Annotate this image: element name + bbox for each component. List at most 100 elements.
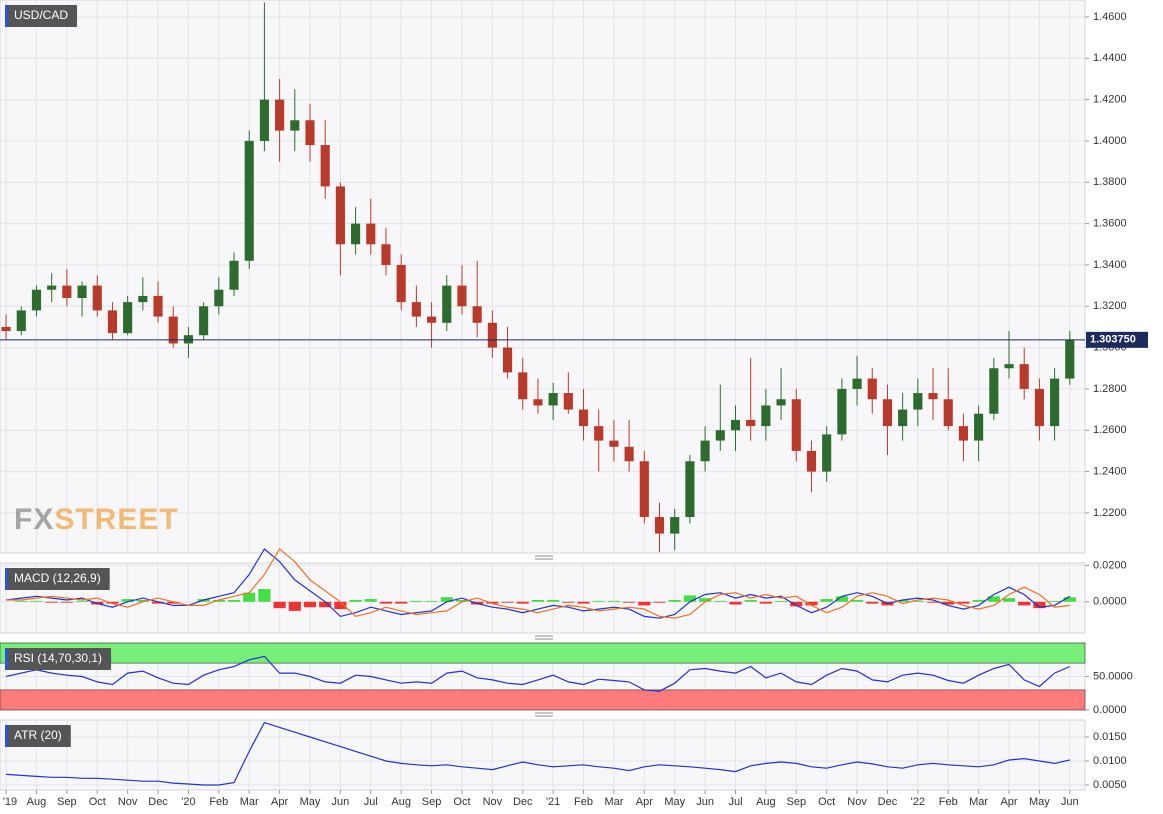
y-tick-label: 0.0000: [1093, 596, 1127, 608]
x-tick-label: Oct: [818, 796, 835, 808]
panel-title-box: [5, 568, 110, 590]
candle-body: [168, 316, 178, 344]
x-tick-label: May: [1029, 796, 1050, 808]
histogram-bar: [775, 600, 788, 602]
histogram-bar: [106, 601, 119, 604]
histogram-bar: [911, 600, 924, 602]
x-tick-label: Mar: [240, 796, 259, 808]
candle-body: [700, 440, 710, 462]
histogram-bar: [30, 600, 43, 602]
histogram-bar: [562, 601, 575, 603]
candle-body: [974, 413, 984, 441]
panel-title-box: [5, 5, 78, 27]
histogram-bar: [425, 600, 438, 602]
x-tick-label: '20: [181, 796, 195, 808]
x-tick-label: Mar: [969, 796, 988, 808]
candle-body: [411, 302, 421, 317]
histogram-bar: [334, 601, 347, 610]
x-tick-label: Apr: [636, 796, 653, 808]
x-tick-label: Apr: [1000, 796, 1017, 808]
candle-body: [1019, 364, 1029, 389]
histogram-bar: [1033, 601, 1046, 609]
zone: [0, 689, 1086, 711]
candle-body: [548, 393, 558, 406]
y-tick-label: 1.3400: [1093, 259, 1127, 271]
histogram-bar: [243, 592, 256, 602]
x-tick-label: '22: [911, 796, 925, 808]
watermark-street: STREET: [54, 503, 178, 536]
histogram-bar: [1018, 601, 1031, 606]
histogram-bar: [592, 600, 605, 602]
histogram-bar: [364, 599, 377, 602]
histogram-bar: [60, 601, 73, 603]
candle-body: [442, 285, 452, 323]
histogram-bar: [744, 599, 757, 602]
candle-body: [791, 399, 801, 451]
x-tick-label: '21: [546, 796, 560, 808]
candle-body: [305, 120, 315, 146]
x-tick-label: Aug: [391, 796, 411, 808]
histogram-bar: [547, 599, 560, 602]
series-line: [6, 548, 1070, 619]
histogram-bar: [607, 600, 620, 602]
histogram-bar: [440, 597, 453, 602]
candle-body: [837, 388, 847, 435]
histogram-bar: [167, 601, 180, 604]
x-tick-label: Dec: [878, 796, 898, 808]
histogram-bar: [1048, 600, 1061, 602]
candle-body: [761, 405, 771, 427]
histogram-bar: [714, 600, 727, 602]
panel-title-box: [5, 725, 71, 747]
x-tick-label: May: [664, 796, 685, 808]
panel-title-box: [5, 648, 112, 670]
candle-body: [882, 399, 893, 427]
plot: [0, 720, 1085, 790]
histogram-bar: [349, 599, 362, 602]
histogram-bar: [987, 596, 1000, 602]
candle-body: [381, 244, 391, 265]
histogram-bar: [303, 601, 317, 608]
histogram-bar: [531, 599, 545, 602]
x-tick-label: Jul: [728, 796, 742, 808]
candle-body: [1004, 364, 1014, 369]
x-tick-label: Jun: [1061, 796, 1079, 808]
candle-body: [852, 378, 862, 389]
candle-body: [928, 393, 938, 400]
x-tick-label: Nov: [118, 796, 138, 808]
candle-body: [457, 285, 467, 307]
candle-body: [244, 140, 254, 261]
x-tick-label: Sep: [786, 796, 806, 808]
candle-body: [487, 322, 497, 348]
candle-body: [77, 285, 87, 298]
candle-body: [670, 517, 680, 534]
candle-body: [16, 310, 26, 332]
histogram-bar: [790, 601, 803, 607]
histogram-bar: [699, 598, 712, 602]
candle-body: [730, 419, 741, 431]
y-tick-label: 1.4000: [1093, 135, 1127, 147]
y-tick-label: 1.2800: [1093, 383, 1127, 395]
histogram-bar: [516, 601, 529, 604]
x-tick-label: '19: [3, 796, 17, 808]
candle-body: [685, 461, 695, 518]
x-tick-label: Aug: [756, 796, 776, 808]
panel-title-accent: [5, 725, 8, 747]
histogram-bar: [820, 599, 833, 602]
histogram-bar: [759, 601, 772, 604]
histogram-bar: [1063, 597, 1076, 602]
histogram-bar: [136, 599, 149, 602]
plot: [0, 0, 1085, 553]
histogram-bar: [577, 601, 590, 604]
histogram-bar: [835, 596, 848, 602]
histogram-bar: [379, 601, 393, 604]
histogram-bar: [121, 599, 134, 602]
y-tick-label: 0.0000: [1093, 704, 1127, 716]
last-price-box: [1086, 331, 1148, 348]
x-tick-label: Mar: [604, 796, 623, 808]
histogram-bar: [957, 601, 970, 604]
candle-body: [107, 310, 118, 334]
candle-body: [654, 517, 665, 534]
panel-title-text: ATR (20): [14, 728, 62, 742]
x-tick-label: Oct: [89, 796, 106, 808]
